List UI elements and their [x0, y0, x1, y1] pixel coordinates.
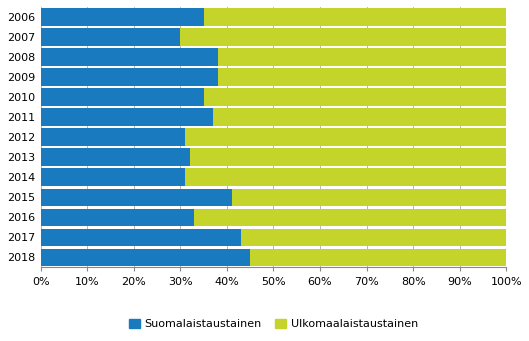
Bar	[241, 228, 506, 246]
Bar	[41, 148, 190, 166]
Bar	[41, 189, 232, 206]
Bar	[41, 48, 217, 66]
Bar	[41, 28, 180, 46]
Bar	[232, 189, 506, 206]
Bar	[180, 28, 506, 46]
Bar	[213, 108, 506, 126]
Bar	[41, 108, 213, 126]
Bar	[41, 249, 250, 266]
Bar	[217, 48, 506, 66]
Bar	[41, 88, 204, 106]
Bar	[41, 68, 217, 86]
Bar	[185, 168, 506, 186]
Bar	[217, 68, 506, 86]
Bar	[190, 148, 506, 166]
Bar	[41, 228, 241, 246]
Bar	[204, 88, 506, 106]
Bar	[204, 8, 506, 26]
Bar	[41, 209, 194, 226]
Bar	[194, 209, 506, 226]
Bar	[41, 8, 204, 26]
Bar	[250, 249, 506, 266]
Bar	[41, 129, 185, 146]
Legend: Suomalaistaustainen, Ulkomaalaistaustainen: Suomalaistaustainen, Ulkomaalaistaustain…	[125, 315, 423, 334]
Bar	[41, 168, 185, 186]
Bar	[185, 129, 506, 146]
